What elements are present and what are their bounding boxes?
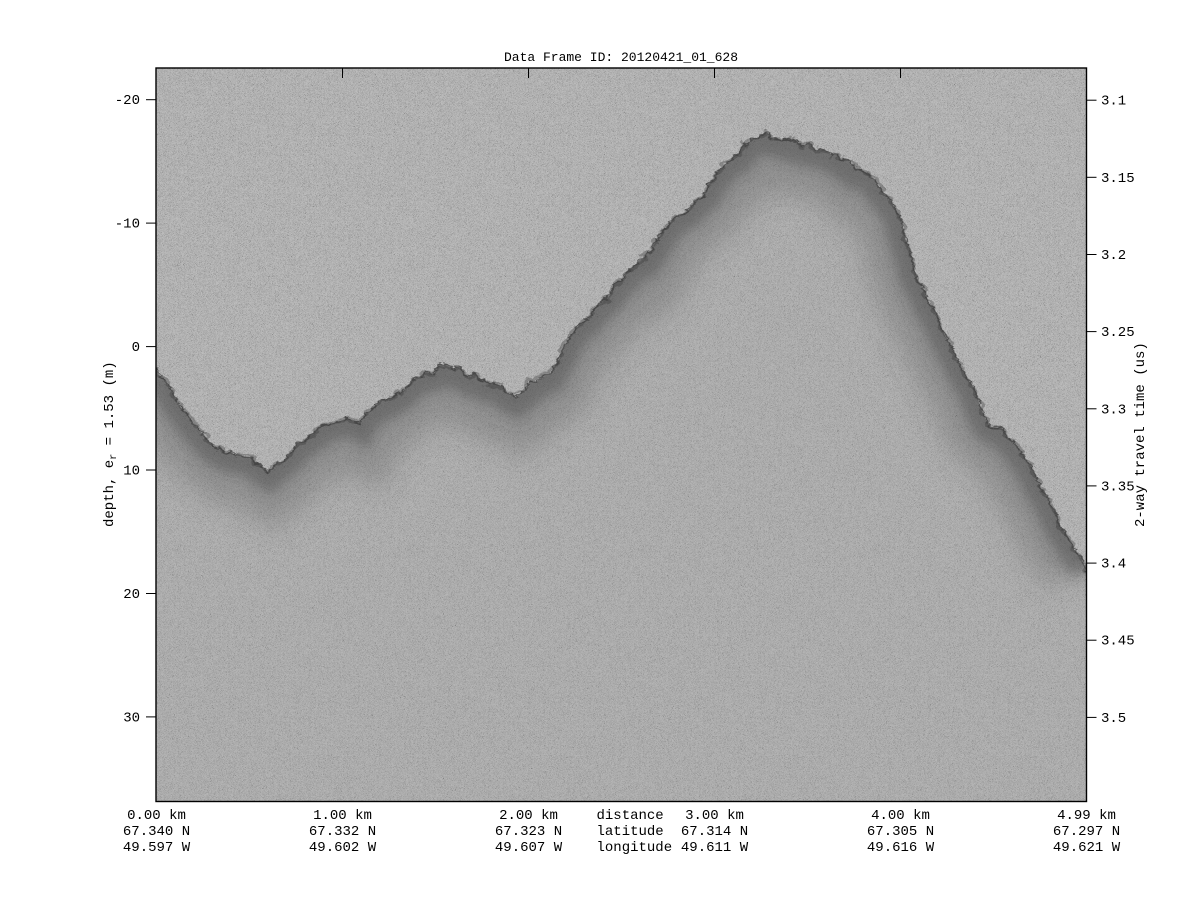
svg-text:67.332 N: 67.332 N <box>309 824 376 840</box>
svg-text:67.323 N: 67.323 N <box>495 824 562 840</box>
svg-text:0.00 km: 0.00 km <box>127 808 186 824</box>
svg-text:49.611 W: 49.611 W <box>681 840 749 856</box>
svg-text:67.340 N: 67.340 N <box>123 824 190 840</box>
svg-text:3.45: 3.45 <box>1101 634 1135 650</box>
svg-text:longitude: longitude <box>597 840 673 856</box>
svg-text:3.3: 3.3 <box>1101 402 1126 418</box>
svg-text:67.297 N: 67.297 N <box>1053 824 1120 840</box>
svg-text:3.4: 3.4 <box>1101 557 1126 573</box>
svg-text:49.602 W: 49.602 W <box>309 840 377 856</box>
svg-text:distance: distance <box>597 808 664 824</box>
svg-text:3.15: 3.15 <box>1101 171 1135 187</box>
svg-text:10: 10 <box>123 464 140 480</box>
svg-text:Data Frame ID: 20120421_01_628: Data Frame ID: 20120421_01_628 <box>504 50 738 65</box>
svg-text:3.35: 3.35 <box>1101 479 1135 495</box>
svg-text:49.616 W: 49.616 W <box>867 840 935 856</box>
svg-text:3.5: 3.5 <box>1101 711 1126 727</box>
svg-text:3.00 km: 3.00 km <box>685 808 744 824</box>
svg-text:-20: -20 <box>115 93 140 109</box>
svg-text:-10: -10 <box>115 217 140 233</box>
svg-text:30: 30 <box>123 710 140 726</box>
svg-text:2.00 km: 2.00 km <box>499 808 558 824</box>
svg-text:1.00 km: 1.00 km <box>313 808 372 824</box>
svg-text:67.305 N: 67.305 N <box>867 824 934 840</box>
svg-text:4.99 km: 4.99 km <box>1057 808 1116 824</box>
svg-text:0: 0 <box>132 340 140 356</box>
svg-text:3.2: 3.2 <box>1101 248 1126 264</box>
svg-text:3.25: 3.25 <box>1101 325 1135 341</box>
svg-text:67.314 N: 67.314 N <box>681 824 748 840</box>
svg-text:20: 20 <box>123 587 140 603</box>
svg-text:49.607 W: 49.607 W <box>495 840 563 856</box>
svg-text:4.00 km: 4.00 km <box>871 808 930 824</box>
svg-text:3.1: 3.1 <box>1101 94 1126 110</box>
svg-text:49.597 W: 49.597 W <box>123 840 191 856</box>
svg-text:latitude: latitude <box>597 824 664 840</box>
svg-text:49.621 W: 49.621 W <box>1053 840 1121 856</box>
